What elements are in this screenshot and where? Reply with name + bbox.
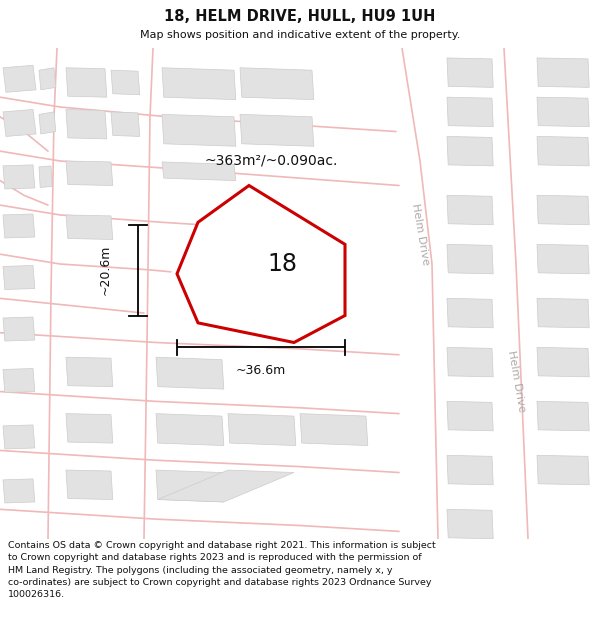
Polygon shape (39, 166, 52, 188)
Text: Helm Drive: Helm Drive (506, 350, 526, 413)
Polygon shape (537, 97, 589, 127)
Polygon shape (537, 348, 589, 377)
Text: 18, HELM DRIVE, HULL, HU9 1UH: 18, HELM DRIVE, HULL, HU9 1UH (164, 9, 436, 24)
Polygon shape (111, 112, 140, 136)
Polygon shape (156, 470, 224, 502)
Polygon shape (447, 509, 493, 539)
Polygon shape (447, 195, 493, 225)
Polygon shape (158, 470, 294, 502)
Polygon shape (66, 470, 113, 499)
Text: Contains OS data © Crown copyright and database right 2021. This information is : Contains OS data © Crown copyright and d… (8, 541, 436, 599)
Polygon shape (447, 348, 493, 377)
Text: Helm Drive: Helm Drive (410, 203, 430, 266)
Polygon shape (3, 214, 35, 238)
Polygon shape (228, 414, 296, 446)
Polygon shape (537, 298, 589, 328)
Polygon shape (162, 114, 236, 146)
Polygon shape (39, 68, 56, 90)
Polygon shape (447, 58, 493, 88)
Polygon shape (66, 215, 113, 239)
Polygon shape (447, 298, 493, 328)
Text: ~363m²/~0.090ac.: ~363m²/~0.090ac. (204, 154, 337, 168)
Polygon shape (156, 414, 224, 446)
Polygon shape (537, 136, 589, 166)
Polygon shape (3, 65, 36, 92)
Polygon shape (447, 136, 493, 166)
Polygon shape (447, 244, 493, 274)
Polygon shape (537, 244, 589, 274)
Polygon shape (66, 357, 113, 387)
Polygon shape (3, 369, 35, 392)
Polygon shape (3, 479, 35, 503)
Text: ~20.6m: ~20.6m (98, 245, 112, 296)
Polygon shape (39, 112, 56, 134)
Polygon shape (537, 195, 589, 225)
Polygon shape (447, 456, 493, 485)
Text: Map shows position and indicative extent of the property.: Map shows position and indicative extent… (140, 30, 460, 40)
Polygon shape (3, 317, 35, 341)
Polygon shape (162, 162, 236, 181)
Polygon shape (537, 456, 589, 485)
Polygon shape (3, 266, 35, 289)
Polygon shape (447, 401, 493, 431)
Polygon shape (3, 425, 35, 449)
Polygon shape (537, 58, 589, 88)
Polygon shape (111, 70, 140, 95)
Polygon shape (66, 109, 107, 139)
Polygon shape (156, 357, 224, 389)
Polygon shape (3, 165, 35, 189)
Polygon shape (162, 68, 236, 99)
Polygon shape (66, 414, 113, 443)
Polygon shape (3, 109, 36, 136)
Polygon shape (300, 414, 368, 446)
Text: ~36.6m: ~36.6m (236, 364, 286, 377)
Text: 18: 18 (267, 252, 297, 276)
Polygon shape (66, 161, 113, 186)
Polygon shape (240, 114, 314, 146)
Polygon shape (240, 68, 314, 99)
Polygon shape (177, 186, 345, 342)
Polygon shape (66, 68, 107, 97)
Polygon shape (447, 97, 493, 127)
Polygon shape (537, 401, 589, 431)
